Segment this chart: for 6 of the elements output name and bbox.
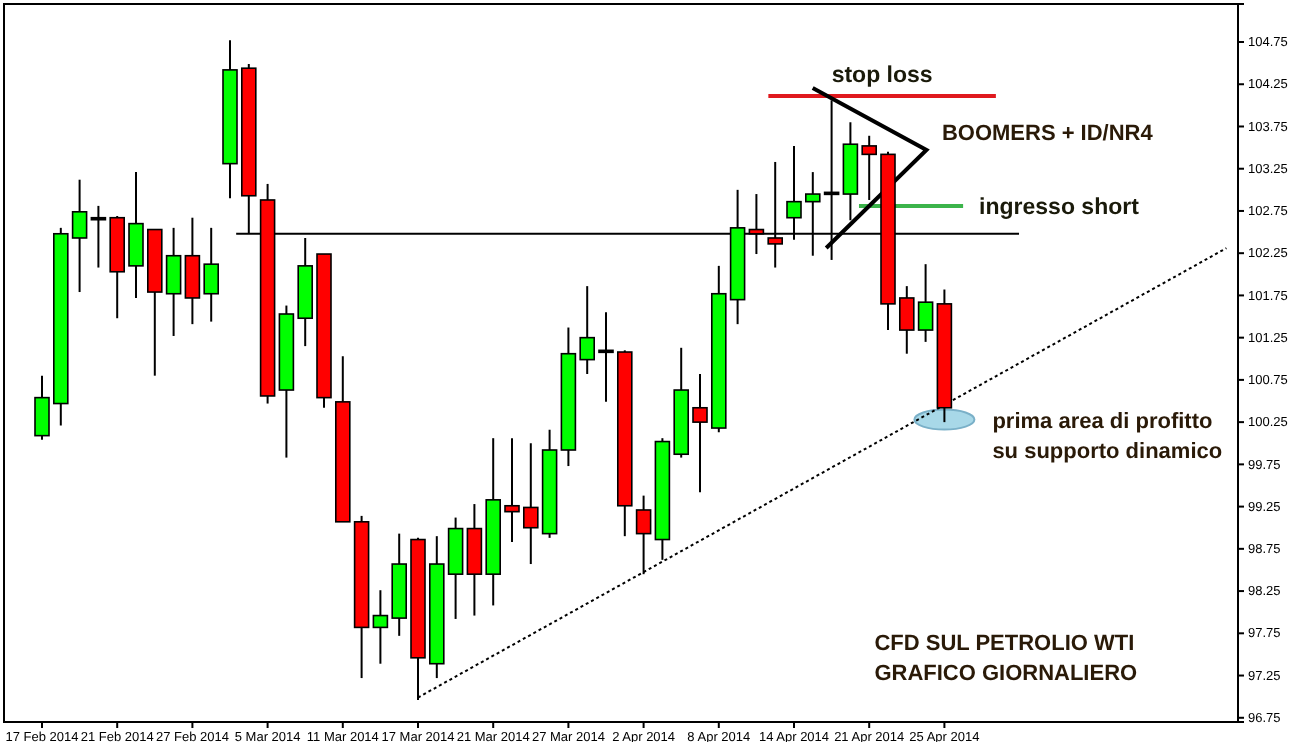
annotation: BOOMERS + ID/NR4	[941, 122, 1155, 146]
candlestick	[635, 494, 652, 576]
ref-line-label: stop loss	[831, 64, 933, 89]
ref-line-label: ingresso short	[979, 195, 1140, 220]
annotation: CFD SUL PETROLIO WTI GRAFICO GIORNALIERO	[874, 632, 1139, 686]
annotation: prima area di profitto su supporto dinamico	[992, 409, 1223, 464]
